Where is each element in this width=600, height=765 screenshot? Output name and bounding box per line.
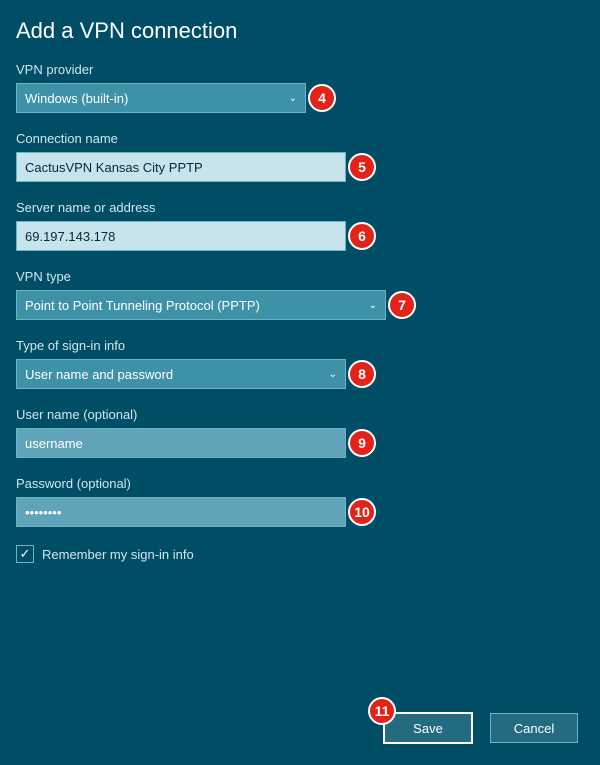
signin-type-select[interactable]: User name and password ⌄ <box>16 359 346 389</box>
vpn-provider-select[interactable]: Windows (built-in) ⌄ <box>16 83 306 113</box>
vpn-provider-label: VPN provider <box>16 62 346 77</box>
signin-type-label: Type of sign-in info <box>16 338 346 353</box>
chevron-down-icon: ⌄ <box>369 300 377 311</box>
annotation-badge-4: 4 <box>308 84 336 112</box>
username-label: User name (optional) <box>16 407 346 422</box>
server-label: Server name or address <box>16 200 346 215</box>
page-title: Add a VPN connection <box>16 18 584 44</box>
remember-row: ✓ Remember my sign-in info <box>16 545 584 563</box>
password-field: Password (optional) 10 <box>16 476 346 527</box>
connection-name-input[interactable] <box>16 152 346 182</box>
connection-name-label: Connection name <box>16 131 346 146</box>
password-label: Password (optional) <box>16 476 346 491</box>
cancel-button[interactable]: Cancel <box>490 713 578 743</box>
vpn-type-value: Point to Point Tunneling Protocol (PPTP) <box>25 298 260 313</box>
vpn-type-label: VPN type <box>16 269 406 284</box>
connection-name-field: Connection name 5 <box>16 131 346 182</box>
vpn-type-select[interactable]: Point to Point Tunneling Protocol (PPTP)… <box>16 290 386 320</box>
annotation-badge-11: 11 <box>368 697 396 725</box>
annotation-badge-9: 9 <box>348 429 376 457</box>
button-row: 11 Save Cancel <box>384 713 578 743</box>
signin-type-value: User name and password <box>25 367 173 382</box>
remember-checkbox[interactable]: ✓ <box>16 545 34 563</box>
vpn-provider-value: Windows (built-in) <box>25 91 128 106</box>
signin-type-field: Type of sign-in info User name and passw… <box>16 338 346 389</box>
remember-label: Remember my sign-in info <box>42 547 194 562</box>
password-input[interactable] <box>16 497 346 527</box>
annotation-badge-7: 7 <box>388 291 416 319</box>
username-field: User name (optional) 9 <box>16 407 346 458</box>
vpn-type-field: VPN type Point to Point Tunneling Protoc… <box>16 269 406 320</box>
vpn-provider-field: VPN provider Windows (built-in) ⌄ 4 <box>16 62 346 113</box>
annotation-badge-8: 8 <box>348 360 376 388</box>
save-button[interactable]: Save <box>384 713 472 743</box>
server-field: Server name or address 6 <box>16 200 346 251</box>
annotation-badge-6: 6 <box>348 222 376 250</box>
server-input[interactable] <box>16 221 346 251</box>
chevron-down-icon: ⌄ <box>289 93 297 104</box>
chevron-down-icon: ⌄ <box>329 369 337 380</box>
annotation-badge-10: 10 <box>348 498 376 526</box>
username-input[interactable] <box>16 428 346 458</box>
annotation-badge-5: 5 <box>348 153 376 181</box>
